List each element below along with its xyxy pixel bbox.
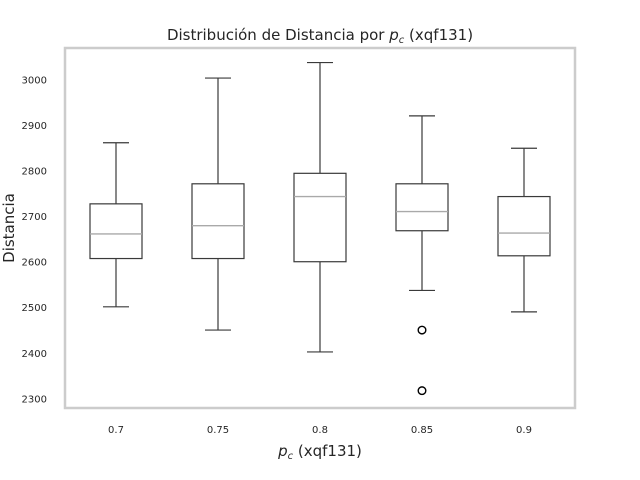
chart-title: Distribución de Distancia por pc (xqf131… [167,26,473,46]
y-tick-label: 2300 [22,394,47,405]
box-group [395,115,449,396]
box-series [89,61,551,396]
x-axis-label: pc (xqf131) [277,442,362,462]
y-tick-label: 2400 [22,349,47,360]
y-tick-label: 3000 [22,75,47,86]
x-tick-label: 0.85 [411,425,433,436]
x-axis-ticks: 0.7 0.75 0.8 0.85 0.9 [108,425,532,436]
box-body [497,195,551,257]
box-group [89,142,143,308]
box-group [191,77,245,331]
box-body [191,183,245,260]
x-tick-label: 0.8 [312,425,328,436]
y-tick-label: 2800 [22,167,47,178]
x-tick-label: 0.9 [516,425,532,436]
box-body [395,183,449,232]
box-body [89,203,143,260]
y-tick-label: 2600 [22,258,47,269]
outlier-point [417,325,427,335]
y-tick-label: 2900 [22,121,47,132]
plot-frame [63,46,577,410]
outlier-point [417,386,427,396]
y-axis-label: Distancia [0,193,18,263]
y-tick-label: 2500 [22,303,47,314]
box-group [497,147,551,313]
y-tick-label: 2700 [22,212,47,223]
box-body [293,172,347,263]
x-tick-label: 0.7 [108,425,124,436]
box-group [293,61,347,353]
x-tick-label: 0.75 [207,425,229,436]
y-axis-ticks: 2300 2400 2500 2600 2700 2800 2900 3000 [22,75,47,405]
